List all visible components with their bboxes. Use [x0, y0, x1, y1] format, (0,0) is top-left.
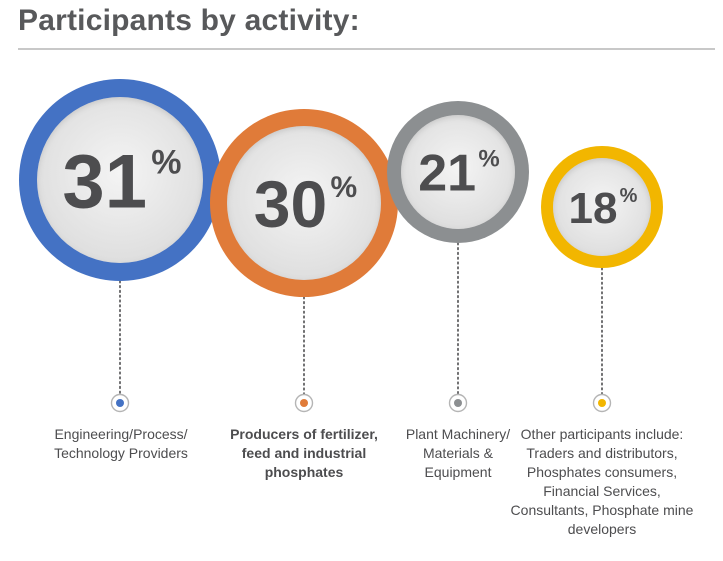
- marker-dot-3: [454, 399, 462, 407]
- value-label-1: 31: [62, 139, 147, 224]
- category-label-line: phosphates: [264, 464, 344, 480]
- bubble-inner-3: [401, 115, 515, 229]
- title-divider: [18, 48, 715, 50]
- percent-sign-4: %: [620, 185, 638, 207]
- category-label-line: Financial Services,: [543, 483, 661, 499]
- page-title: Participants by activity:: [18, 4, 360, 37]
- value-label-2: 30: [254, 167, 327, 241]
- category-label-line: Technology Providers: [54, 445, 188, 461]
- category-label-line: Other participants include:: [520, 426, 684, 442]
- percent-sign-2: %: [330, 171, 357, 204]
- value-label-4: 18: [569, 184, 618, 233]
- category-label-line: Phosphates consumers,: [526, 464, 678, 480]
- category-label-line: Consultants, Phosphate mine: [510, 502, 694, 518]
- category-label-line: Materials &: [422, 445, 494, 461]
- category-label-line: Traders and distributors,: [526, 445, 678, 461]
- category-label-1: Engineering/Process/Technology Providers: [21, 425, 221, 463]
- bubble-inner-1: [37, 97, 203, 263]
- category-label-line: Engineering/Process/: [54, 426, 188, 442]
- value-label-3: 21: [418, 145, 476, 203]
- percent-sign-3: %: [478, 146, 499, 173]
- bubble-inner-4: [553, 158, 651, 256]
- marker-dot-4: [598, 399, 606, 407]
- category-label-line: Plant Machinery/: [405, 426, 511, 442]
- percent-sign-1: %: [151, 143, 181, 181]
- category-label-line: developers: [567, 521, 637, 537]
- category-label-line: Producers of fertilizer,: [230, 426, 378, 442]
- category-label-line: Equipment: [424, 464, 492, 480]
- category-label-3: Plant Machinery/Materials & Equipment: [383, 425, 533, 482]
- marker-dot-1: [116, 399, 124, 407]
- category-label-2: Producers of fertilizer, feed and industr…: [209, 425, 399, 482]
- category-label-4: Other participants include: Traders and d…: [502, 425, 702, 539]
- bubble-inner-2: [227, 126, 381, 280]
- category-label-line: feed and industrial: [241, 445, 367, 461]
- marker-dot-2: [300, 399, 308, 407]
